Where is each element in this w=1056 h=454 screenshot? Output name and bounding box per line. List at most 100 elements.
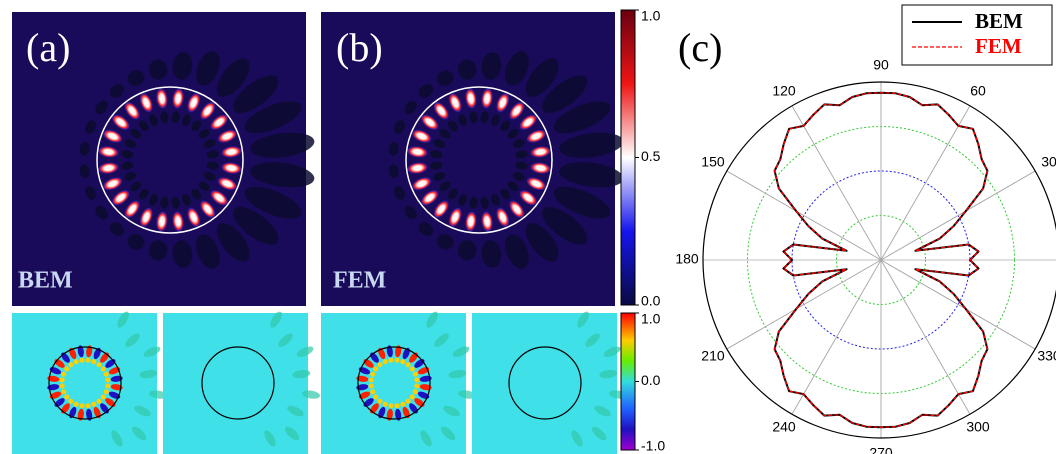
colorbar-tick-label: 0.0 — [641, 293, 661, 309]
lobe — [73, 401, 79, 407]
ring — [405, 86, 553, 234]
petal — [206, 161, 219, 170]
wave — [603, 346, 621, 357]
petal — [525, 223, 559, 262]
lobe — [85, 403, 91, 409]
lobe — [54, 398, 65, 407]
lobe — [448, 207, 462, 227]
lobe — [386, 408, 393, 421]
petal — [216, 223, 250, 262]
ring — [48, 346, 122, 420]
petal — [244, 101, 302, 134]
lobe — [509, 200, 525, 218]
lobe — [373, 394, 379, 400]
petal — [85, 186, 96, 200]
lobe — [395, 345, 402, 358]
lobe — [61, 389, 67, 395]
wave — [111, 430, 123, 447]
wave — [270, 311, 282, 328]
petal — [148, 240, 168, 261]
lobe — [110, 375, 123, 382]
lobe — [400, 401, 406, 407]
petal — [515, 150, 528, 159]
wave — [149, 390, 168, 399]
petal — [182, 114, 191, 127]
petal — [433, 172, 446, 181]
colorbar-tick-label: -1.0 — [641, 438, 665, 454]
lobe — [47, 375, 60, 382]
method-label: BEM — [18, 268, 73, 294]
petal — [491, 114, 500, 127]
lobe — [402, 347, 410, 360]
petal — [480, 196, 489, 209]
angle-grid — [726, 170, 1036, 350]
petal — [109, 222, 125, 236]
lobe — [448, 93, 462, 113]
lobe — [526, 177, 546, 191]
lobe — [378, 406, 386, 419]
petal — [481, 52, 502, 80]
lobe — [370, 371, 376, 377]
petal — [121, 150, 134, 159]
petal — [130, 128, 142, 139]
angle-label: 240 — [772, 419, 796, 435]
lobe — [139, 93, 153, 113]
petal — [418, 84, 434, 98]
wave — [434, 333, 449, 347]
lobe — [394, 357, 400, 363]
lobe — [405, 362, 411, 368]
lobe — [96, 398, 102, 404]
lobe — [412, 129, 432, 143]
angle-label: 300 — [966, 419, 990, 435]
petal — [148, 59, 168, 80]
petal — [404, 205, 417, 220]
wave — [134, 405, 151, 417]
petal — [121, 161, 134, 170]
petal — [481, 240, 502, 268]
lobe — [378, 347, 386, 360]
lobe — [382, 401, 388, 407]
lobe — [419, 375, 432, 382]
colorbar — [620, 312, 636, 451]
lobe — [69, 347, 77, 360]
lobe — [519, 190, 537, 206]
petal — [480, 111, 489, 124]
lobe — [386, 345, 393, 358]
petal — [206, 150, 219, 159]
petal — [250, 162, 315, 188]
wave — [452, 346, 470, 357]
petal — [507, 128, 519, 139]
petal — [469, 196, 478, 209]
petal — [388, 141, 399, 156]
petal — [160, 111, 169, 124]
lobe — [363, 398, 374, 407]
angle-label: 330 — [1037, 348, 1056, 364]
petal — [203, 172, 216, 181]
lobe — [368, 383, 374, 389]
lobe — [61, 371, 67, 377]
polar-frame — [702, 81, 1056, 439]
petal — [203, 139, 216, 148]
wave — [571, 430, 583, 447]
lobe — [64, 394, 70, 400]
petal — [95, 100, 108, 115]
petal — [196, 234, 220, 269]
lobe — [112, 114, 130, 130]
series-line — [773, 92, 989, 428]
lobe — [49, 367, 62, 375]
petal — [388, 164, 399, 179]
lobe — [93, 406, 101, 419]
lobe — [139, 207, 153, 227]
lobe — [433, 200, 449, 218]
lobe — [47, 384, 60, 391]
petal — [127, 234, 145, 250]
lobe — [49, 391, 62, 399]
wave — [440, 426, 456, 441]
lobe — [105, 398, 116, 407]
lobe — [221, 146, 242, 158]
lobe — [417, 391, 430, 399]
petal — [216, 58, 250, 97]
petal — [138, 120, 149, 132]
lobe — [412, 371, 418, 377]
